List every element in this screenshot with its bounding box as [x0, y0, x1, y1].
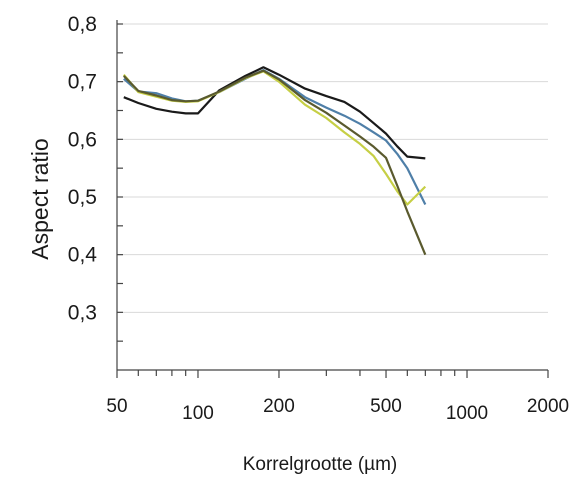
y-tick-label: 0,7: [68, 71, 97, 94]
x-tick-label: 50: [106, 396, 127, 417]
x-tick-label: 100: [182, 403, 214, 424]
x-axis-label: Korrelgrootte (µm): [243, 454, 398, 475]
axes: [116, 20, 548, 371]
x-tick-label: 1000: [446, 403, 488, 424]
data-series: [122, 66, 427, 256]
series-line-1: [123, 66, 426, 160]
x-axis-ticks: 50 100 200 500 1000 2000: [106, 370, 569, 424]
y-tick-label: 0,5: [68, 186, 97, 209]
series-line-2: [123, 68, 427, 205]
x-tick-label: 500: [370, 396, 402, 417]
x-tick-label: 200: [263, 396, 295, 417]
x-tick-label: 2000: [527, 396, 569, 417]
y-axis-label: Aspect ratio: [27, 138, 53, 259]
y-tick-label: 0,4: [68, 244, 98, 267]
gridlines: [117, 23, 548, 313]
y-tick-label: 0,8: [68, 13, 97, 36]
y-axis-ticks: 0,3 0,4 0,5 0,6 0,7 0,8: [68, 13, 123, 342]
series-line-4: [123, 69, 427, 256]
y-tick-label: 0,3: [68, 301, 97, 324]
y-tick-label: 0,6: [68, 128, 97, 151]
